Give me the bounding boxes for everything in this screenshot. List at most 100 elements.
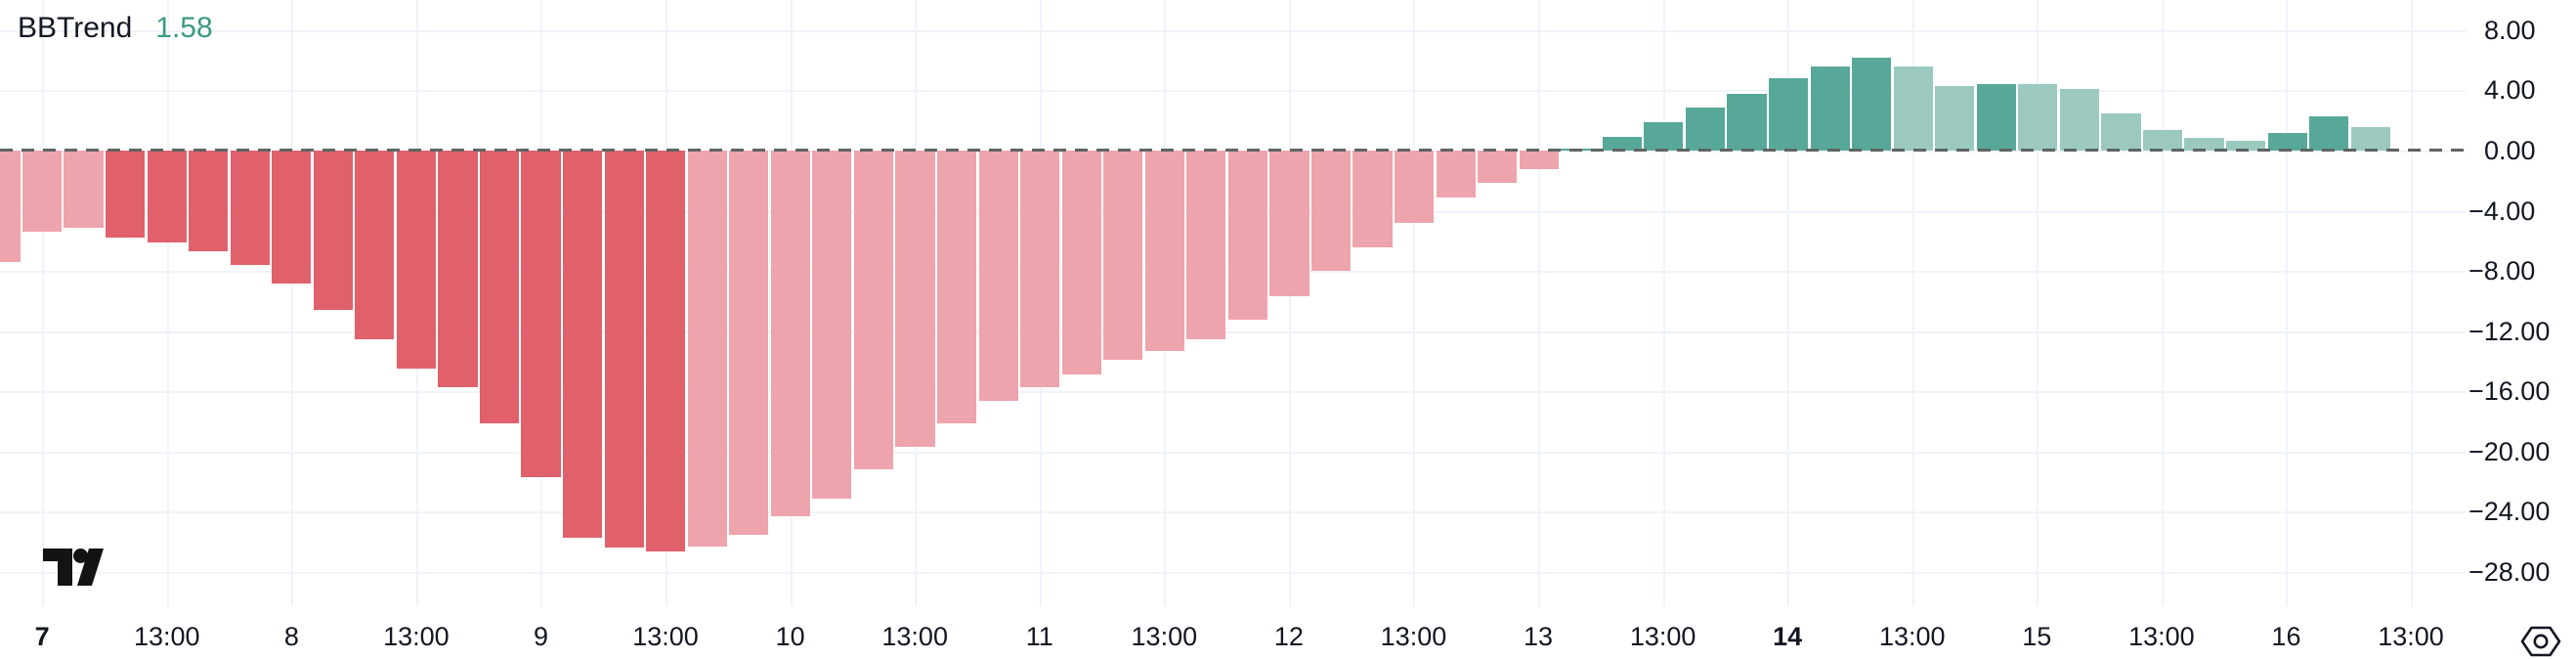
price-axis-label: −20.00 bbox=[2469, 436, 2551, 466]
vertical-gridline bbox=[2161, 0, 2164, 606]
bbtrend-bar bbox=[853, 151, 894, 470]
time-axis-label: 16 bbox=[2271, 622, 2301, 651]
bbtrend-bar bbox=[687, 151, 727, 547]
zero-baseline bbox=[0, 149, 2466, 152]
vertical-gridline bbox=[2037, 0, 2039, 606]
bbtrend-bar bbox=[2101, 112, 2141, 152]
bbtrend-bar bbox=[1352, 151, 1393, 247]
time-axis-label: 12 bbox=[1273, 622, 1304, 651]
time-axis-label: 13:00 bbox=[1878, 622, 1946, 651]
bbtrend-bar bbox=[313, 151, 353, 311]
time-axis[interactable]: 7 13:00 8 13:00 9 13:00 10 13:00 11 13:00 12 13:00 1… bbox=[0, 606, 2576, 659]
bbtrend-bar bbox=[936, 151, 977, 423]
bbtrend-bar bbox=[1227, 151, 1267, 320]
bbtrend-bar bbox=[230, 151, 270, 266]
bbtrend-bar bbox=[604, 151, 644, 549]
horizontal-gridline bbox=[0, 511, 2466, 514]
bbtrend-bar bbox=[2142, 129, 2183, 152]
horizontal-gridline bbox=[0, 451, 2466, 454]
bbtrend-bar bbox=[1186, 151, 1226, 339]
bbtrend-bar bbox=[1020, 151, 1060, 387]
vertical-gridline bbox=[1662, 0, 1665, 606]
bbtrend-bar bbox=[563, 151, 603, 538]
bbtrend-bar bbox=[1644, 121, 1684, 152]
bbtrend-bar bbox=[1976, 83, 2016, 152]
bbtrend-bar bbox=[1310, 151, 1352, 272]
price-axis-label: −4.00 bbox=[2469, 196, 2536, 226]
bbtrend-bar bbox=[355, 151, 395, 339]
bbtrend-bar bbox=[105, 151, 146, 239]
vertical-gridline bbox=[42, 0, 45, 606]
time-axis-label: 13 bbox=[1524, 622, 1554, 651]
time-axis-label: 13:00 bbox=[1380, 622, 1447, 651]
bbtrend-bar bbox=[64, 151, 104, 228]
bbtrend-bar bbox=[1103, 151, 1143, 361]
price-axis-label: 4.00 bbox=[2484, 75, 2536, 106]
bbtrend-bar bbox=[1395, 151, 1435, 224]
price-axis-label: −24.00 bbox=[2469, 497, 2551, 527]
vertical-gridline bbox=[1413, 0, 1416, 606]
time-axis-label: 8 bbox=[283, 622, 299, 651]
bbtrend-bar bbox=[396, 151, 436, 370]
vertical-gridline bbox=[166, 0, 169, 606]
horizontal-gridline bbox=[0, 29, 2466, 32]
bbtrend-bar bbox=[1436, 151, 1476, 198]
indicator-legend[interactable]: BBTrend 1.58 bbox=[18, 12, 213, 45]
bbtrend-bar bbox=[1685, 107, 1726, 152]
horizontal-gridline bbox=[0, 572, 2466, 575]
bbtrend-bar bbox=[189, 151, 229, 252]
bbtrend-bar bbox=[1061, 151, 1101, 375]
time-axis-label: 13:00 bbox=[1629, 622, 1696, 651]
bbtrend-bar bbox=[479, 151, 520, 423]
bbtrend-bar bbox=[2226, 141, 2266, 152]
time-axis-label: 13:00 bbox=[133, 622, 200, 651]
bbtrend-bar bbox=[770, 151, 810, 517]
bbtrend-bar bbox=[21, 151, 63, 233]
indicator-title: BBTrend bbox=[18, 12, 133, 44]
vertical-gridline bbox=[1538, 0, 1541, 606]
bbtrend-bar bbox=[1602, 137, 1642, 152]
time-axis-label: 9 bbox=[533, 622, 548, 651]
bbtrend-bar bbox=[1893, 66, 1933, 152]
price-axis[interactable]: 8.00 4.00 0.00 −4.00 −8.00 −12.00 −16.00 −20.00… bbox=[2466, 0, 2576, 606]
bbtrend-bar bbox=[147, 151, 187, 243]
time-axis-label: 10 bbox=[775, 622, 805, 651]
bbtrend-bar bbox=[646, 151, 686, 551]
price-axis-label: −16.00 bbox=[2469, 376, 2551, 407]
bbtrend-bar bbox=[895, 151, 935, 448]
tradingview-logo-icon bbox=[43, 549, 104, 586]
time-axis-label: 13:00 bbox=[2128, 622, 2195, 651]
gear-icon[interactable] bbox=[2519, 624, 2562, 659]
vertical-gridline bbox=[1911, 0, 1914, 606]
price-axis-label: −8.00 bbox=[2469, 256, 2536, 286]
bbtrend-bar bbox=[1727, 93, 1767, 152]
vertical-gridline bbox=[1288, 0, 1291, 606]
bbtrend-bar bbox=[1269, 151, 1309, 297]
chart-pane[interactable] bbox=[0, 0, 2466, 606]
price-axis-label: 8.00 bbox=[2484, 15, 2536, 45]
vertical-gridline bbox=[1787, 0, 1790, 606]
time-axis-label: 13:00 bbox=[632, 622, 699, 651]
time-axis-label: 14 bbox=[1773, 622, 1803, 651]
bbtrend-bar bbox=[0, 151, 21, 263]
bbtrend-bar bbox=[978, 151, 1018, 401]
time-axis-label: 7 bbox=[34, 622, 50, 651]
bbtrend-bar bbox=[812, 151, 852, 499]
bbtrend-bar bbox=[521, 151, 561, 478]
tradingview-logo[interactable] bbox=[43, 548, 104, 592]
bbtrend-bar bbox=[2267, 132, 2307, 152]
time-axis-label: 15 bbox=[2022, 622, 2052, 651]
bbtrend-bar bbox=[2309, 115, 2349, 152]
bbtrend-bar bbox=[1478, 151, 1518, 183]
horizontal-gridline bbox=[0, 391, 2466, 394]
vertical-gridline bbox=[2411, 0, 2414, 606]
time-axis-label: 13:00 bbox=[881, 622, 948, 651]
time-axis-label: 13:00 bbox=[383, 622, 450, 651]
bbtrend-bar bbox=[1144, 151, 1184, 351]
bbtrend-bar bbox=[1852, 57, 1892, 152]
bbtrend-bar bbox=[2018, 84, 2058, 152]
vertical-gridline bbox=[2286, 0, 2289, 606]
bbtrend-bar bbox=[2350, 126, 2390, 152]
time-axis-label: 13:00 bbox=[2378, 622, 2444, 651]
